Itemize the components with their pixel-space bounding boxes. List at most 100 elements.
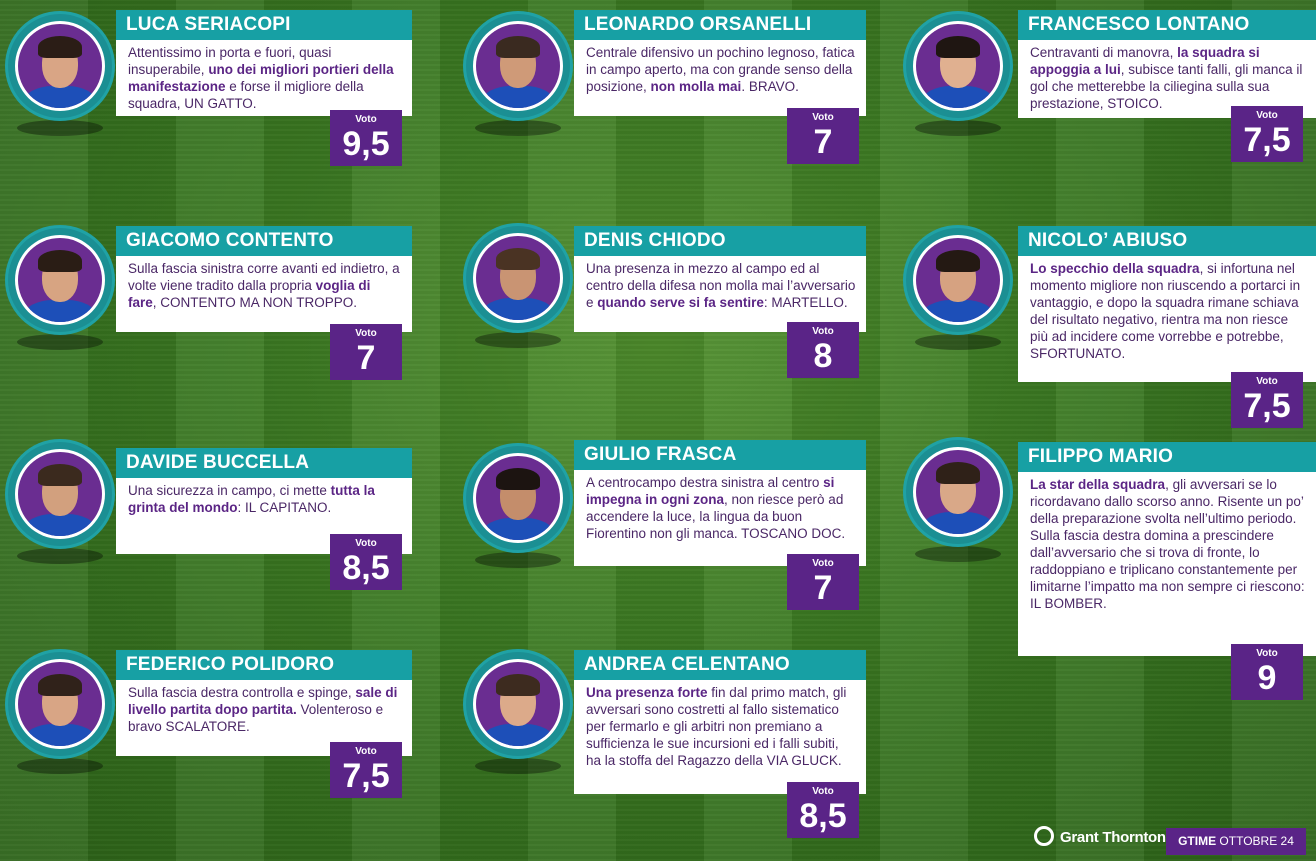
vote-value: 8,5: [342, 549, 390, 587]
description-text: : IL CAPITANO.: [237, 500, 332, 515]
issue-brand: GTIME: [1178, 834, 1217, 848]
player-name: NICOLO’ ABIUSO: [1018, 226, 1316, 256]
player-name: DENIS CHIODO: [574, 226, 866, 256]
vote-label: Voto: [355, 114, 377, 125]
description-text: Una presenza in mezzo al campo ed al cen…: [586, 261, 856, 310]
highlight-text: uno dei migliori portieri della manifest…: [128, 62, 394, 94]
description-text: , CONTENTO MA NON TROPPO.: [152, 295, 358, 310]
description-text: Sulla fascia destra controlla e spinge,: [128, 685, 356, 700]
description-text: Centravanti di manovra,: [1030, 45, 1178, 60]
highlight-text: Lo specchio della squadra: [1030, 261, 1200, 276]
player-description: La star della squadra, gli avversari se …: [1018, 472, 1316, 656]
vote-badge: Voto 8,5: [787, 782, 859, 838]
vote-badge: Voto 7,5: [1231, 106, 1303, 162]
vote-label: Voto: [1256, 110, 1278, 121]
photo-shadow: [475, 120, 561, 136]
highlight-text: La star della squadra: [1030, 477, 1166, 492]
description-text: Sulla fascia sinistra corre avanti ed in…: [128, 261, 400, 293]
vote-value: 7,5: [1243, 121, 1291, 159]
highlight-text: la squadra si appoggia a lui: [1030, 45, 1260, 77]
highlight-text: voglia di fare: [128, 278, 371, 310]
description-text: , subisce tanti falli, gli manca il gol …: [1030, 62, 1303, 111]
description-text: A centrocampo destra sinistra al centro: [586, 475, 824, 490]
player-photo: [906, 440, 1010, 544]
photo-shadow: [17, 334, 103, 350]
issue-date: OTTOBRE 24: [1216, 834, 1294, 848]
vote-badge: Voto 9: [1231, 644, 1303, 700]
player-photo: [466, 446, 570, 550]
brand-name: Grant Thornton: [1060, 828, 1166, 846]
player-photo: [906, 228, 1010, 332]
description-text: , gli avversari se lo ricordavano dallo …: [1030, 477, 1305, 611]
highlight-text: non molla mai: [650, 79, 742, 94]
photo-shadow: [915, 546, 1001, 562]
player-photo: [906, 14, 1010, 118]
player-photo: [466, 652, 570, 756]
player-description: Una presenza in mezzo al campo ed al cen…: [574, 256, 866, 332]
photo-shadow: [475, 552, 561, 568]
description-text: , si infortuna nel momento migliore non …: [1030, 261, 1301, 361]
player-name: GIACOMO CONTENTO: [116, 226, 412, 256]
player-description: A centrocampo destra sinistra al centro …: [574, 470, 866, 566]
description-text: : MARTELLO.: [763, 295, 848, 310]
highlight-text: quando serve si fa sentire: [597, 295, 764, 310]
vote-badge: Voto 7: [330, 324, 402, 380]
logo-icon: [1034, 826, 1054, 846]
vote-label: Voto: [812, 326, 834, 337]
vote-label: Voto: [812, 112, 834, 123]
vote-badge: Voto 8,5: [330, 534, 402, 590]
description-text: fin dal primo match, gli avversari sono …: [586, 685, 847, 768]
highlight-text: si impegna in ogni zona: [586, 475, 835, 507]
vote-label: Voto: [812, 558, 834, 569]
player-description: Attentissimo in porta e fuori, quasi ins…: [116, 40, 412, 116]
vote-value: 7: [813, 123, 833, 161]
highlight-text: sale di livello partita dopo partita.: [128, 685, 398, 717]
vote-label: Voto: [1256, 648, 1278, 659]
vote-badge: Voto 7: [787, 108, 859, 164]
photo-shadow: [475, 758, 561, 774]
player-photo: [8, 442, 112, 546]
vote-value: 9: [1257, 659, 1277, 697]
vote-value: 7,5: [342, 757, 390, 795]
description-text: , non riesce però ad accendere la luce, …: [586, 492, 846, 541]
player-name: GIULIO FRASCA: [574, 440, 866, 470]
vote-label: Voto: [1256, 376, 1278, 387]
player-name: FILIPPO MARIO: [1018, 442, 1316, 472]
vote-badge: Voto 8: [787, 322, 859, 378]
description-text: Attentissimo in porta e fuori, quasi ins…: [128, 45, 332, 77]
highlight-text: Una presenza forte: [586, 685, 708, 700]
vote-value: 8,5: [799, 797, 847, 835]
player-description: Una presenza forte fin dal primo match, …: [574, 680, 866, 794]
highlight-text: tutta la grinta del mondo: [128, 483, 375, 515]
player-photo: [8, 228, 112, 332]
vote-badge: Voto 7,5: [1231, 372, 1303, 428]
vote-value: 8: [813, 337, 833, 375]
photo-shadow: [475, 332, 561, 348]
player-name: LEONARDO ORSANELLI: [574, 10, 866, 40]
photo-shadow: [17, 120, 103, 136]
player-name: LUCA SERIACOPI: [116, 10, 412, 40]
player-photo: [8, 652, 112, 756]
player-description: Centrale difensivo un pochino legnoso, f…: [574, 40, 866, 116]
vote-label: Voto: [355, 538, 377, 549]
player-description: Centravanti di manovra, la squadra si ap…: [1018, 40, 1316, 118]
player-photo: [466, 14, 570, 118]
photo-shadow: [17, 758, 103, 774]
description-text: . BRAVO.: [741, 79, 799, 94]
player-name: ANDREA CELENTANO: [574, 650, 866, 680]
photo-shadow: [17, 548, 103, 564]
vote-label: Voto: [355, 746, 377, 757]
vote-value: 9,5: [342, 125, 390, 163]
description-text: Volenteroso e bravo SCALATORE.: [128, 702, 384, 734]
vote-label: Voto: [812, 786, 834, 797]
vote-value: 7: [356, 339, 376, 377]
vote-value: 7,5: [1243, 387, 1291, 425]
player-photo: [466, 226, 570, 330]
description-text: Una sicurezza in campo, ci mette: [128, 483, 331, 498]
photo-shadow: [915, 120, 1001, 136]
vote-label: Voto: [355, 328, 377, 339]
player-photo: [8, 14, 112, 118]
vote-badge: Voto 7,5: [330, 742, 402, 798]
issue-tag: GTIME OTTOBRE 24: [1166, 828, 1306, 855]
player-name: FRANCESCO LONTANO: [1018, 10, 1316, 40]
